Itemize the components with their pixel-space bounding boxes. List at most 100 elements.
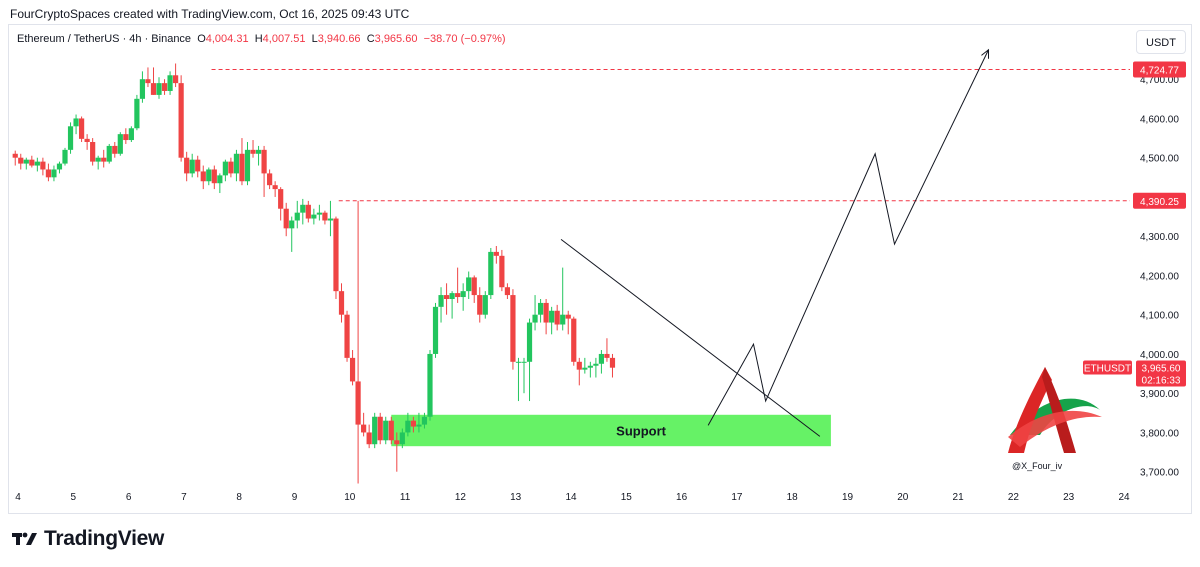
candle[interactable] [432, 302, 439, 358]
candle[interactable] [372, 412, 378, 449]
candle[interactable] [565, 310, 571, 335]
candle[interactable] [482, 291, 488, 319]
candle[interactable] [267, 169, 273, 190]
candle[interactable] [438, 287, 444, 323]
candle[interactable] [377, 412, 383, 445]
candle[interactable] [549, 306, 555, 335]
candle[interactable] [184, 151, 190, 182]
candle[interactable] [161, 79, 168, 95]
candle[interactable] [95, 155, 101, 170]
candle[interactable] [12, 150, 18, 166]
candle[interactable] [366, 424, 372, 449]
candle[interactable] [150, 67, 157, 95]
candle[interactable] [217, 173, 223, 194]
candle[interactable] [571, 316, 577, 366]
candle[interactable] [383, 416, 389, 445]
candle[interactable] [178, 75, 184, 162]
candle[interactable] [322, 210, 328, 225]
candle[interactable] [156, 77, 162, 99]
candle[interactable] [466, 271, 472, 299]
symbol-name[interactable]: Ethereum / TetherUS · 4h · Binance [17, 33, 192, 45]
candle[interactable] [56, 161, 63, 174]
price-tag[interactable] [1133, 192, 1186, 209]
candle[interactable] [40, 157, 46, 176]
candle[interactable] [526, 318, 533, 402]
candle[interactable] [521, 357, 527, 394]
candle[interactable] [51, 165, 57, 182]
candle[interactable] [316, 204, 322, 221]
candle[interactable] [493, 246, 499, 264]
candle[interactable] [300, 198, 306, 225]
candle[interactable] [222, 159, 228, 182]
candle[interactable] [311, 208, 317, 225]
support-zone[interactable] [391, 414, 831, 447]
candle[interactable] [283, 202, 289, 237]
candle[interactable] [455, 267, 461, 303]
candle[interactable] [84, 134, 90, 150]
candle[interactable] [145, 67, 151, 88]
candle[interactable] [239, 138, 245, 186]
candle[interactable] [23, 157, 29, 170]
candle[interactable] [355, 200, 361, 484]
candle[interactable] [333, 216, 339, 299]
candle[interactable] [344, 310, 350, 362]
candle[interactable] [289, 216, 295, 252]
candle[interactable] [139, 71, 146, 103]
candle[interactable] [532, 295, 538, 331]
candle[interactable] [34, 157, 40, 172]
candle[interactable] [554, 304, 560, 331]
candle[interactable] [128, 126, 134, 142]
candle[interactable] [543, 299, 549, 335]
candle[interactable] [488, 247, 494, 299]
candle[interactable] [67, 122, 74, 154]
candle[interactable] [460, 283, 466, 311]
trendline[interactable] [560, 238, 821, 437]
candle[interactable] [361, 412, 367, 437]
candle[interactable] [261, 145, 267, 197]
candle[interactable] [582, 357, 588, 374]
candle[interactable] [211, 165, 217, 190]
candle[interactable] [90, 138, 96, 166]
candle[interactable] [587, 361, 593, 378]
candle[interactable] [272, 181, 278, 197]
symbol-tag[interactable] [1083, 360, 1132, 375]
candle[interactable] [410, 416, 416, 433]
candle[interactable] [233, 149, 240, 182]
last-price-tag[interactable] [1136, 360, 1186, 387]
candle[interactable] [560, 267, 566, 331]
candle[interactable] [255, 145, 262, 166]
candle[interactable] [167, 71, 173, 95]
candle[interactable] [62, 147, 68, 166]
price-tag[interactable] [1133, 61, 1186, 78]
candle[interactable] [515, 357, 522, 402]
candle[interactable] [405, 412, 411, 437]
candle[interactable] [504, 283, 511, 299]
candle[interactable] [394, 432, 400, 472]
candle[interactable] [106, 143, 112, 164]
candle[interactable] [117, 132, 123, 156]
candle[interactable] [195, 155, 201, 178]
candle[interactable] [388, 416, 394, 445]
candle[interactable] [399, 428, 405, 449]
candle[interactable] [349, 350, 356, 386]
candle[interactable] [78, 116, 85, 142]
candle[interactable] [576, 357, 582, 386]
candle[interactable] [18, 153, 24, 170]
candle[interactable] [250, 140, 256, 158]
candle[interactable] [112, 142, 118, 158]
candle[interactable] [338, 283, 345, 323]
candle[interactable] [477, 287, 483, 323]
candle[interactable] [173, 63, 179, 88]
candle[interactable] [427, 350, 433, 421]
candle[interactable] [499, 249, 505, 292]
candle[interactable] [305, 200, 311, 223]
candle[interactable] [416, 412, 422, 433]
candle[interactable] [29, 155, 35, 168]
candle[interactable] [244, 142, 251, 186]
candle[interactable] [443, 283, 450, 315]
candle[interactable] [200, 165, 206, 190]
candle[interactable] [510, 289, 516, 370]
candle[interactable] [294, 200, 300, 229]
candle[interactable] [609, 353, 616, 378]
candle[interactable] [593, 357, 599, 378]
